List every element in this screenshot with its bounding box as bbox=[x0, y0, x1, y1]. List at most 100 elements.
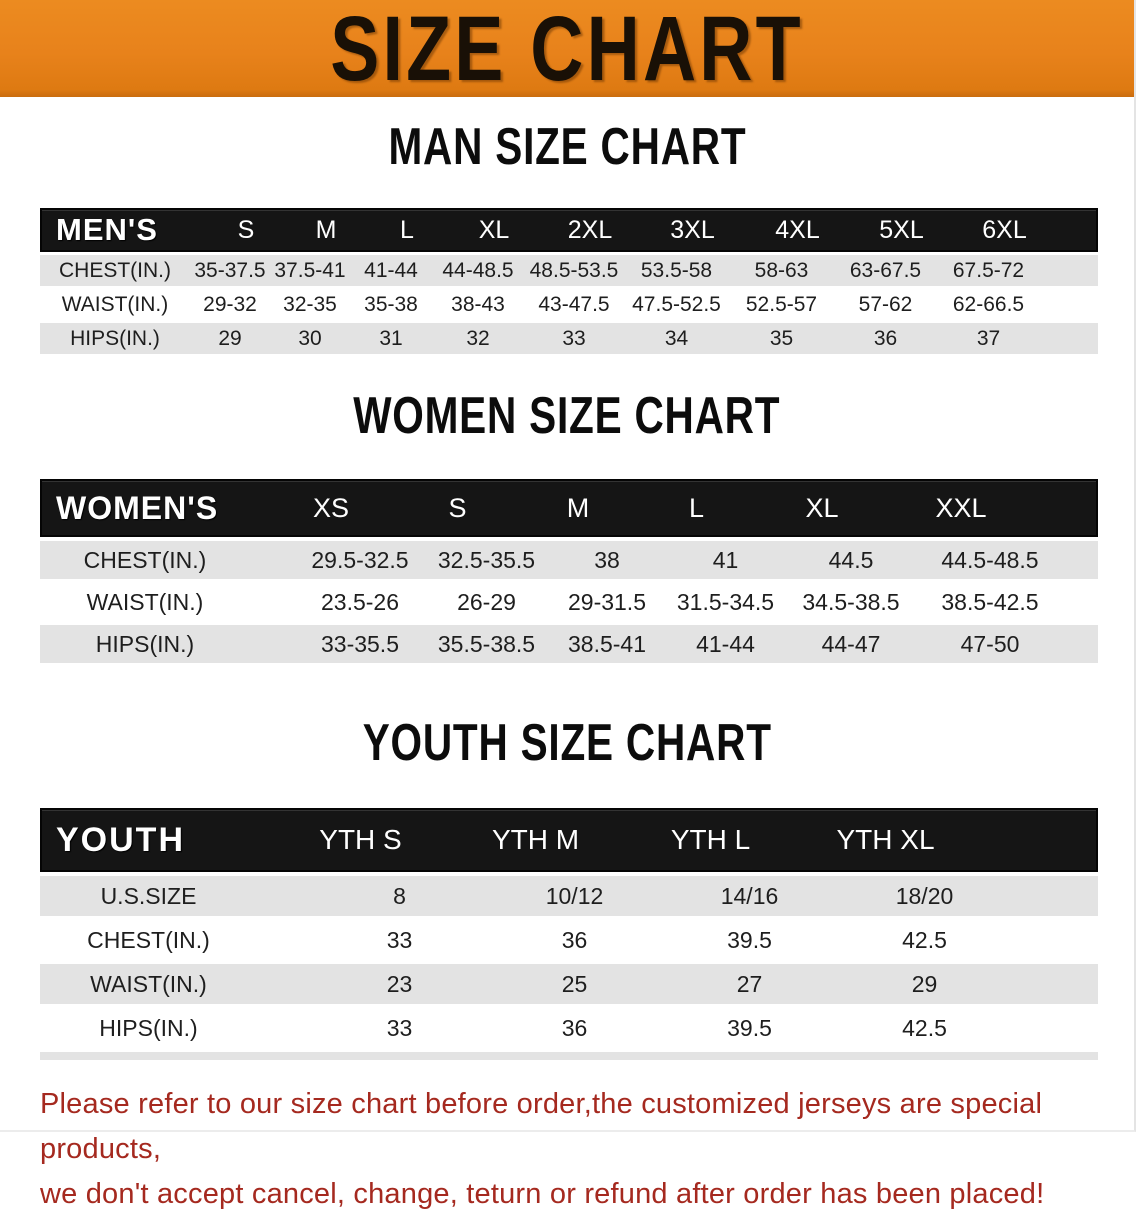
men-col-header: L bbox=[400, 215, 414, 244]
women-col-header: L bbox=[688, 492, 705, 523]
men-chest-row: CHEST(IN.) 35-37.5 37.5-41 41-44 44-48.5… bbox=[40, 255, 1098, 286]
row-label: WAIST(IN.) bbox=[61, 292, 169, 316]
banner-title: SIZE CHART bbox=[330, 0, 804, 100]
men-col-header: 5XL bbox=[879, 215, 924, 244]
size-value-cell: 18/20 bbox=[895, 882, 954, 909]
youth-group-label: YOUTH bbox=[56, 820, 185, 859]
size-value-cell: 41-44 bbox=[364, 258, 418, 282]
men-col-header: 4XL bbox=[775, 215, 820, 244]
size-value-cell: 10/12 bbox=[545, 882, 604, 909]
note-line-2: we don't accept cancel, change, teturn o… bbox=[40, 1178, 1045, 1210]
size-value-cell: 57-62 bbox=[858, 292, 913, 316]
size-value-cell: 23 bbox=[386, 970, 413, 997]
row-label: HIPS(IN.) bbox=[70, 326, 160, 350]
size-value-cell: 41-44 bbox=[696, 630, 755, 657]
women-col-header: S bbox=[448, 492, 467, 523]
row-label: U.S.SIZE bbox=[100, 882, 197, 909]
youth-section-heading: YOUTH SIZE CHART bbox=[0, 715, 1134, 784]
men-header-row: MEN'S S M L XL 2XL 3XL 4XL 5XL 6XL bbox=[40, 208, 1098, 252]
size-value-cell: 35.5-38.5 bbox=[437, 630, 536, 657]
size-value-cell: 26-29 bbox=[457, 588, 516, 615]
women-group-label: WOMEN'S bbox=[56, 489, 219, 526]
size-value-cell: 29-32 bbox=[203, 292, 257, 316]
size-value-cell: 29.5-32.5 bbox=[311, 546, 409, 573]
men-group-label: MEN'S bbox=[56, 212, 158, 247]
size-value-cell: 32-35 bbox=[283, 292, 337, 316]
size-value-cell: 37.5-41 bbox=[274, 258, 346, 282]
men-col-header: 2XL bbox=[567, 215, 613, 244]
note-line-1: Please refer to our size chart before or… bbox=[40, 1088, 1043, 1165]
men-col-header: XL bbox=[478, 215, 510, 244]
women-size-table: WOMEN'S XS S M L XL XXL CHEST(IN.) 29.5-… bbox=[40, 479, 1098, 663]
youth-col-header: YTH M bbox=[491, 824, 580, 855]
youth-waist-row: WAIST(IN.) 23 25 27 29 bbox=[40, 964, 1098, 1004]
size-value-cell: 34.5-38.5 bbox=[802, 588, 900, 615]
size-value-cell: 53.5-58 bbox=[640, 258, 713, 282]
disclaimer-note: Please refer to our size chart before or… bbox=[40, 1082, 1134, 1217]
size-value-cell: 33 bbox=[386, 1014, 413, 1041]
size-value-cell: 48.5-53.5 bbox=[529, 258, 619, 282]
size-value-cell: 33 bbox=[386, 926, 413, 953]
row-label: CHEST(IN.) bbox=[83, 546, 207, 573]
size-value-cell: 35-38 bbox=[364, 292, 418, 316]
row-label: HIPS(IN.) bbox=[99, 1014, 198, 1041]
size-value-cell: 29-31.5 bbox=[567, 588, 646, 615]
youth-chest-row: CHEST(IN.) 33 36 39.5 42.5 bbox=[40, 920, 1098, 960]
size-value-cell: 30 bbox=[298, 326, 322, 350]
youth-col-header: YTH XL bbox=[836, 824, 935, 855]
row-label: CHEST(IN.) bbox=[87, 926, 210, 953]
size-value-cell: 35 bbox=[769, 326, 794, 350]
table-bottom-strip bbox=[40, 1052, 1098, 1060]
youth-size-table: YOUTH YTH S YTH M YTH L YTH XL U.S.SIZE … bbox=[40, 808, 1098, 1060]
size-value-cell: 62-66.5 bbox=[952, 292, 1025, 316]
row-label: CHEST(IN.) bbox=[59, 258, 171, 282]
size-value-cell: 33 bbox=[562, 326, 586, 350]
men-col-header: 3XL bbox=[670, 215, 715, 244]
size-value-cell: 27 bbox=[736, 970, 763, 997]
size-value-cell: 14/16 bbox=[720, 882, 779, 909]
women-waist-row: WAIST(IN.) 23.5-26 26-29 29-31.5 31.5-34… bbox=[40, 583, 1098, 621]
women-col-header: XS bbox=[312, 492, 350, 523]
size-value-cell: 36 bbox=[561, 1014, 588, 1041]
size-value-cell: 52.5-57 bbox=[745, 292, 818, 316]
youth-hips-row: HIPS(IN.) 33 36 39.5 42.5 bbox=[40, 1008, 1098, 1048]
size-value-cell: 47.5-52.5 bbox=[632, 292, 721, 316]
size-value-cell: 44-47 bbox=[821, 630, 881, 657]
row-label: WAIST(IN.) bbox=[86, 588, 204, 615]
men-hips-row: HIPS(IN.) 29 30 31 32 33 34 35 36 37 bbox=[40, 323, 1098, 354]
size-value-cell: 39.5 bbox=[727, 926, 772, 953]
size-value-cell: 32.5-35.5 bbox=[437, 546, 536, 573]
men-heading-text: MAN SIZE CHART bbox=[388, 118, 746, 176]
youth-header-row: YOUTH YTH S YTH M YTH L YTH XL bbox=[40, 808, 1098, 872]
youth-heading-text: YOUTH SIZE CHART bbox=[362, 714, 772, 772]
size-value-cell: 33-35.5 bbox=[320, 630, 399, 657]
size-value-cell: 67.5-72 bbox=[952, 258, 1025, 282]
banner: SIZE CHART bbox=[0, 0, 1134, 97]
size-value-cell: 32 bbox=[466, 326, 490, 350]
size-value-cell: 38 bbox=[594, 546, 620, 573]
youth-ussize-row: U.S.SIZE 8 10/12 14/16 18/20 bbox=[40, 876, 1098, 916]
women-section-heading: WOMEN SIZE CHART bbox=[0, 388, 1134, 457]
size-value-cell: 47-50 bbox=[960, 630, 1020, 657]
size-value-cell: 35-37.5 bbox=[194, 258, 266, 282]
women-heading-text: WOMEN SIZE CHART bbox=[353, 387, 781, 445]
size-value-cell: 36 bbox=[873, 326, 898, 350]
men-col-header: M bbox=[315, 215, 337, 244]
size-value-cell: 36 bbox=[561, 926, 588, 953]
size-value-cell: 43-47.5 bbox=[538, 292, 610, 316]
size-value-cell: 31 bbox=[379, 326, 403, 350]
size-value-cell: 39.5 bbox=[727, 1014, 772, 1041]
size-value-cell: 41 bbox=[712, 546, 739, 573]
size-value-cell: 8 bbox=[393, 882, 406, 909]
size-value-cell: 42.5 bbox=[902, 926, 947, 953]
size-value-cell: 44-48.5 bbox=[442, 258, 514, 282]
men-size-table: MEN'S S M L XL 2XL 3XL 4XL 5XL 6XL CHEST… bbox=[40, 208, 1098, 354]
size-value-cell: 34 bbox=[664, 326, 689, 350]
men-waist-row: WAIST(IN.) 29-32 32-35 35-38 38-43 43-47… bbox=[40, 289, 1098, 320]
size-value-cell: 37 bbox=[976, 326, 1001, 350]
size-value-cell: 38.5-42.5 bbox=[941, 588, 1039, 615]
size-value-cell: 29 bbox=[911, 970, 938, 997]
size-value-cell: 63-67.5 bbox=[849, 258, 922, 282]
youth-col-header: YTH S bbox=[319, 824, 402, 855]
